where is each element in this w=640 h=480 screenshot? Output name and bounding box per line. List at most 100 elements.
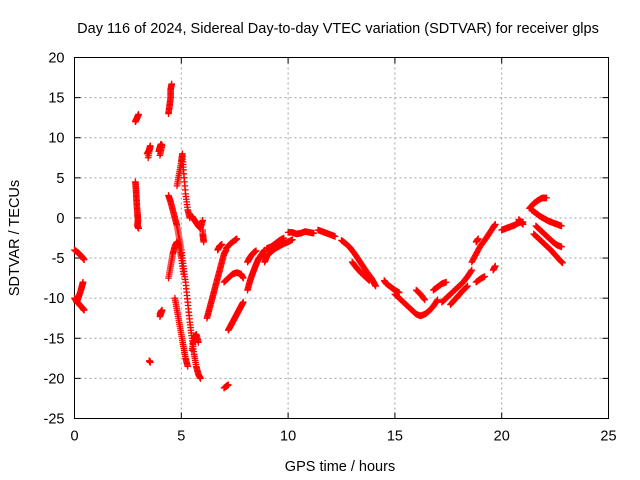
series-s47 (532, 222, 565, 251)
series-s15 (188, 330, 202, 354)
series-s01 (71, 246, 88, 263)
y-tick-label: 20 (48, 51, 64, 67)
series-s08 (155, 140, 166, 159)
data-point (310, 229, 318, 237)
series-s33 (391, 290, 441, 320)
data-point (543, 194, 550, 202)
series-s29 (314, 226, 339, 240)
y-tick-label: 0 (56, 211, 64, 227)
y-tick-label: -25 (44, 412, 65, 428)
data-point (156, 313, 164, 320)
series-s43 (515, 216, 527, 228)
data-point (199, 217, 206, 224)
series-s14 (173, 150, 194, 222)
data-point (280, 234, 288, 242)
series-s38 (468, 221, 499, 266)
data-point (519, 221, 527, 228)
series-s22 (220, 269, 247, 286)
series-s23 (222, 235, 241, 252)
data-point (168, 80, 175, 88)
series-s03 (73, 278, 87, 306)
y-tick-label: 15 (48, 91, 64, 107)
y-tick-label: 10 (48, 131, 64, 147)
series-s05 (132, 178, 142, 232)
data-point (199, 226, 206, 234)
series-s18 (203, 246, 230, 322)
y-tick-label: -20 (44, 371, 65, 387)
data-point (180, 270, 187, 278)
data-point (433, 297, 441, 305)
series-s41 (489, 262, 499, 274)
data-point (365, 277, 373, 284)
data-point (218, 241, 226, 248)
data-point (558, 243, 565, 251)
data-point (331, 233, 339, 240)
data-point (559, 259, 566, 267)
x-tick-label: 25 (600, 429, 616, 445)
series-s12 (165, 238, 187, 282)
series-s10 (165, 80, 175, 117)
series-s25 (244, 247, 260, 266)
data-point (80, 306, 88, 314)
data-point (372, 282, 379, 290)
x-tick-label: 10 (280, 429, 296, 445)
data-point (464, 282, 471, 290)
series-s06 (143, 142, 154, 162)
data-point (135, 111, 142, 118)
data-point (558, 222, 565, 230)
series-s36 (438, 266, 476, 306)
x-tick-label: 20 (494, 429, 510, 445)
data-point (135, 225, 142, 232)
series-s13 (171, 294, 192, 370)
y-axis-label: SDTVAR / TECUs (7, 180, 23, 296)
series-s07 (145, 357, 154, 366)
data-point (79, 278, 87, 286)
series-s46 (530, 230, 566, 267)
data-point (80, 256, 88, 263)
data-point (491, 262, 499, 270)
data-point (442, 278, 450, 286)
series-s27 (263, 234, 288, 252)
data-point (233, 235, 241, 243)
series-s21 (224, 298, 247, 334)
plot-frame (74, 57, 609, 419)
series-s04 (132, 111, 142, 125)
x-tick-labels: 0 5 10 15 20 25 (70, 429, 616, 445)
data-point (420, 295, 428, 303)
x-tick-label: 5 (177, 429, 185, 445)
series-s30 (338, 237, 379, 290)
y-tick-label: -15 (44, 331, 65, 347)
y-tick-label: -10 (44, 291, 65, 307)
data-point (195, 338, 202, 346)
data-point (467, 267, 475, 275)
x-tick-label: 0 (70, 429, 78, 445)
x-tick-label: 15 (387, 429, 403, 445)
y-tick-label: 5 (56, 171, 64, 187)
chart-title: Day 116 of 2024, Sidereal Day-to-day VTE… (77, 21, 599, 37)
y-tick-label: -5 (52, 251, 65, 267)
data-point (220, 384, 228, 392)
series-s24 (244, 246, 268, 294)
data-point (421, 296, 429, 304)
data-point (434, 296, 441, 304)
series-s31 (348, 258, 373, 284)
series-s20 (220, 381, 232, 392)
series-s45 (528, 206, 565, 230)
data-point (468, 266, 476, 274)
data-point (156, 152, 164, 159)
data-point (239, 298, 247, 306)
series-s40 (472, 235, 482, 246)
series-s28 (284, 228, 318, 238)
series-s09 (156, 306, 166, 320)
series-s37 (447, 282, 471, 308)
data-point (147, 359, 154, 366)
series-s34 (412, 286, 429, 304)
data-point (491, 221, 499, 228)
data-point (463, 283, 471, 291)
data-point (144, 154, 152, 162)
x-axis-label: GPS time / hours (285, 459, 395, 475)
y-tick-labels: -25 -20 -15 -10 -5 0 5 10 15 20 (44, 51, 65, 428)
data-point (239, 274, 247, 282)
data-point (474, 235, 482, 243)
series-s19 (214, 241, 226, 254)
